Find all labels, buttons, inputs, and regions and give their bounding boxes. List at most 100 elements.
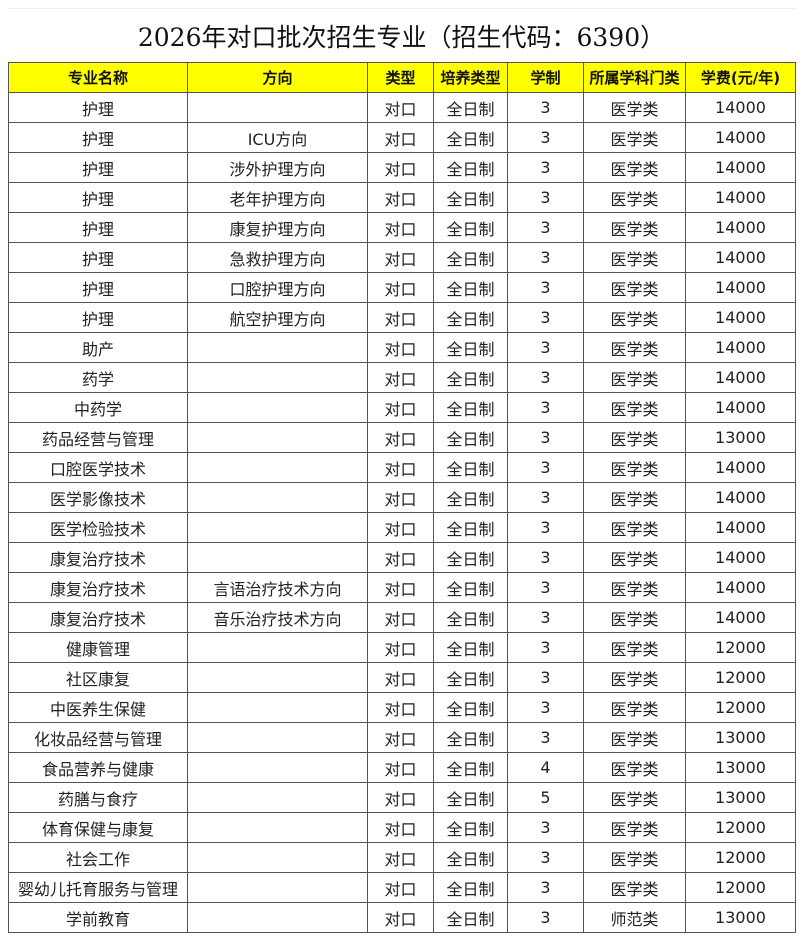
cell-discipline: 医学类 (583, 182, 686, 213)
cell-major-name: 体育保健与康复 (8, 812, 188, 843)
cell-study-mode: 全日制 (433, 662, 508, 693)
cell-type: 对口 (367, 302, 434, 333)
cell-discipline: 医学类 (583, 332, 686, 363)
cell-tuition: 12000 (685, 662, 796, 693)
table-row: 医学影像技术 对口 全日制 3 医学类 14000 (8, 482, 796, 513)
cell-tuition: 14000 (685, 392, 796, 423)
cell-discipline: 医学类 (583, 422, 686, 453)
header-study-mode: 培养类型 (433, 62, 508, 93)
cell-type: 对口 (367, 272, 434, 303)
table-row: 口腔医学技术 对口 全日制 3 医学类 14000 (8, 452, 796, 483)
cell-duration: 3 (507, 842, 584, 873)
table-row: 助产 对口 全日制 3 医学类 14000 (8, 332, 796, 363)
cell-duration: 3 (507, 122, 584, 153)
table-row: 康复治疗技术 音乐治疗技术方向 对口 全日制 3 医学类 14000 (8, 602, 796, 633)
cell-discipline: 医学类 (583, 842, 686, 873)
cell-type: 对口 (367, 902, 434, 933)
cell-discipline: 医学类 (583, 242, 686, 273)
table-row: 化妆品经营与管理 对口 全日制 3 医学类 13000 (8, 722, 796, 753)
cell-major-name: 护理 (8, 152, 188, 183)
cell-duration: 3 (507, 332, 584, 363)
cell-direction (187, 782, 368, 813)
table-row: 护理 涉外护理方向 对口 全日制 3 医学类 14000 (8, 152, 796, 183)
cell-direction (187, 722, 368, 753)
table-row: 护理 ICU方向 对口 全日制 3 医学类 14000 (8, 122, 796, 153)
table-row: 医学检验技术 对口 全日制 3 医学类 14000 (8, 512, 796, 543)
cell-duration: 3 (507, 302, 584, 333)
cell-major-name: 助产 (8, 332, 188, 363)
cell-type: 对口 (367, 812, 434, 843)
cell-type: 对口 (367, 242, 434, 273)
cell-tuition: 14000 (685, 182, 796, 213)
cell-direction (187, 662, 368, 693)
table-row: 护理 康复护理方向 对口 全日制 3 医学类 14000 (8, 212, 796, 243)
cell-type: 对口 (367, 152, 434, 183)
cell-direction: 音乐治疗技术方向 (187, 602, 368, 633)
cell-discipline: 医学类 (583, 692, 686, 723)
cell-duration: 3 (507, 542, 584, 573)
table-row: 护理 口腔护理方向 对口 全日制 3 医学类 14000 (8, 272, 796, 303)
cell-tuition: 14000 (685, 572, 796, 603)
cell-major-name: 社区康复 (8, 662, 188, 693)
cell-tuition: 13000 (685, 722, 796, 753)
cell-tuition: 12000 (685, 872, 796, 903)
cell-duration: 3 (507, 452, 584, 483)
table-row: 社会工作 对口 全日制 3 医学类 12000 (8, 842, 796, 873)
table-row: 药学 对口 全日制 3 医学类 14000 (8, 362, 796, 393)
table-row: 中药学 对口 全日制 3 医学类 14000 (8, 392, 796, 423)
cell-tuition: 14000 (685, 92, 796, 123)
page-title: 2026年对口批次招生专业（招生代码：6390） (8, 8, 795, 63)
table-row: 健康管理 对口 全日制 3 医学类 12000 (8, 632, 796, 663)
cell-tuition: 12000 (685, 692, 796, 723)
cell-type: 对口 (367, 92, 434, 123)
cell-tuition: 12000 (685, 812, 796, 843)
cell-direction (187, 542, 368, 573)
table-row: 康复治疗技术 言语治疗技术方向 对口 全日制 3 医学类 14000 (8, 572, 796, 603)
cell-study-mode: 全日制 (433, 92, 508, 123)
cell-duration: 3 (507, 902, 584, 933)
cell-study-mode: 全日制 (433, 272, 508, 303)
cell-type: 对口 (367, 602, 434, 633)
cell-duration: 3 (507, 242, 584, 273)
cell-major-name: 护理 (8, 302, 188, 333)
cell-tuition: 13000 (685, 752, 796, 783)
cell-discipline: 医学类 (583, 482, 686, 513)
cell-major-name: 康复治疗技术 (8, 542, 188, 573)
header-duration: 学制 (507, 62, 584, 93)
cell-discipline: 医学类 (583, 92, 686, 123)
cell-major-name: 护理 (8, 242, 188, 273)
cell-major-name: 中医养生保健 (8, 692, 188, 723)
cell-study-mode: 全日制 (433, 752, 508, 783)
cell-direction: 涉外护理方向 (187, 152, 368, 183)
cell-major-name: 口腔医学技术 (8, 452, 188, 483)
cell-study-mode: 全日制 (433, 602, 508, 633)
cell-duration: 3 (507, 872, 584, 903)
cell-tuition: 14000 (685, 332, 796, 363)
cell-study-mode: 全日制 (433, 512, 508, 543)
header-discipline: 所属学科门类 (583, 62, 686, 93)
cell-tuition: 14000 (685, 452, 796, 483)
cell-discipline: 医学类 (583, 752, 686, 783)
cell-study-mode: 全日制 (433, 482, 508, 513)
cell-duration: 3 (507, 182, 584, 213)
cell-major-name: 药品经营与管理 (8, 422, 188, 453)
cell-tuition: 14000 (685, 512, 796, 543)
cell-discipline: 医学类 (583, 782, 686, 813)
table-row: 体育保健与康复 对口 全日制 3 医学类 12000 (8, 812, 796, 843)
table-row: 药品经营与管理 对口 全日制 3 医学类 13000 (8, 422, 796, 453)
cell-tuition: 14000 (685, 272, 796, 303)
cell-discipline: 医学类 (583, 302, 686, 333)
cell-study-mode: 全日制 (433, 332, 508, 363)
cell-tuition: 14000 (685, 362, 796, 393)
cell-type: 对口 (367, 722, 434, 753)
cell-direction: 航空护理方向 (187, 302, 368, 333)
cell-duration: 3 (507, 602, 584, 633)
cell-duration: 3 (507, 392, 584, 423)
cell-duration: 4 (507, 752, 584, 783)
cell-type: 对口 (367, 182, 434, 213)
cell-type: 对口 (367, 662, 434, 693)
cell-tuition: 12000 (685, 632, 796, 663)
cell-duration: 3 (507, 512, 584, 543)
cell-direction (187, 752, 368, 783)
cell-duration: 3 (507, 362, 584, 393)
